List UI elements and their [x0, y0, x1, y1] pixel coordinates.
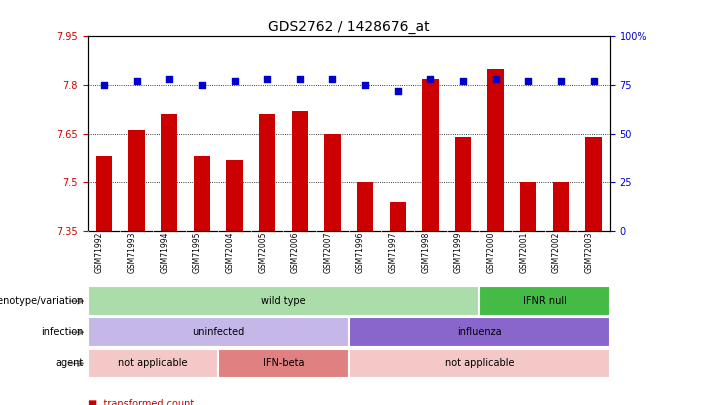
Point [163, 76, 175, 83]
Bar [88, 349, 218, 378]
Point [327, 76, 338, 83]
Text: GSM72006: GSM72006 [291, 232, 300, 273]
Bar [520, 182, 536, 231]
Bar [292, 111, 308, 231]
Text: agent: agent [56, 358, 84, 369]
Text: uninfected: uninfected [192, 327, 245, 337]
Point [196, 82, 207, 88]
Text: infection: infection [41, 327, 84, 337]
Text: GSM72007: GSM72007 [323, 232, 332, 273]
Bar [96, 156, 112, 231]
Text: not applicable: not applicable [444, 358, 514, 369]
Point [360, 82, 371, 88]
Text: GSM71992: GSM71992 [95, 232, 104, 273]
Point [490, 76, 501, 83]
Text: GSM72004: GSM72004 [226, 232, 235, 273]
Text: ■  transformed count: ■ transformed count [88, 399, 194, 405]
Text: GSM71998: GSM71998 [421, 232, 430, 273]
Text: GSM72003: GSM72003 [585, 232, 594, 273]
Bar [357, 182, 373, 231]
Text: GSM71994: GSM71994 [161, 232, 169, 273]
Point [294, 76, 306, 83]
Point [98, 82, 109, 88]
Text: IFNR null: IFNR null [523, 296, 566, 306]
Bar [553, 182, 569, 231]
Bar [487, 69, 504, 231]
Title: GDS2762 / 1428676_at: GDS2762 / 1428676_at [268, 20, 430, 34]
Point [588, 78, 599, 84]
Bar [161, 114, 177, 231]
Text: not applicable: not applicable [118, 358, 188, 369]
Bar [479, 286, 610, 316]
Point [425, 76, 436, 83]
Text: GSM71993: GSM71993 [128, 232, 137, 273]
Bar [128, 130, 144, 231]
Point [523, 78, 534, 84]
Text: GSM72000: GSM72000 [486, 232, 496, 273]
Bar [390, 202, 406, 231]
Bar [226, 160, 243, 231]
Bar [88, 286, 479, 316]
Text: wild type: wild type [261, 296, 306, 306]
Text: influenza: influenza [457, 327, 502, 337]
Text: GSM71995: GSM71995 [193, 232, 202, 273]
Bar [193, 156, 210, 231]
Text: GSM72001: GSM72001 [519, 232, 529, 273]
Bar [259, 114, 275, 231]
Text: genotype/variation: genotype/variation [0, 296, 84, 306]
Point [131, 78, 142, 84]
Text: GSM71999: GSM71999 [454, 232, 463, 273]
Point [555, 78, 566, 84]
Point [261, 76, 273, 83]
Point [392, 87, 403, 94]
Point [457, 78, 468, 84]
Bar [349, 349, 610, 378]
Text: GSM71997: GSM71997 [389, 232, 397, 273]
Bar [218, 349, 349, 378]
Bar [349, 318, 610, 347]
Point [229, 78, 240, 84]
Bar [325, 134, 341, 231]
Bar [455, 137, 471, 231]
Text: GSM72005: GSM72005 [258, 232, 267, 273]
Bar [422, 79, 439, 231]
Text: GSM72002: GSM72002 [552, 232, 561, 273]
Text: GSM71996: GSM71996 [356, 232, 365, 273]
Bar [88, 318, 349, 347]
Text: IFN-beta: IFN-beta [263, 358, 304, 369]
Bar [585, 137, 601, 231]
